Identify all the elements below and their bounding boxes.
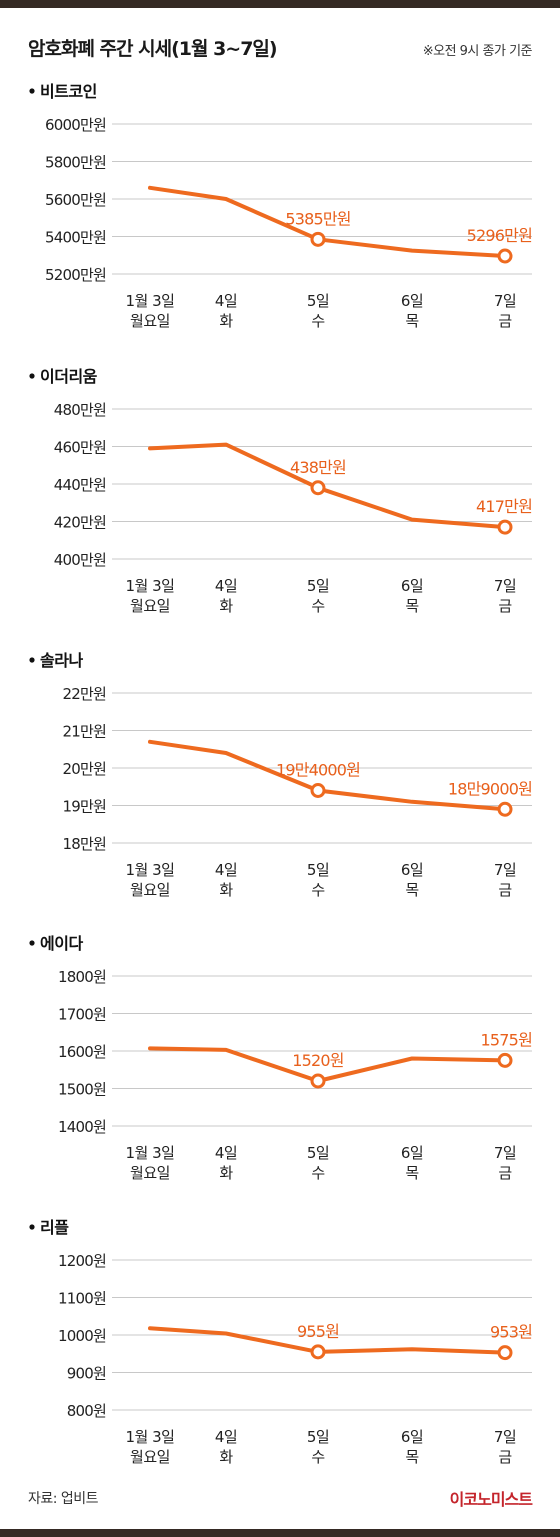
title-bullet-icon bbox=[29, 1224, 35, 1230]
y-tick-label: 22만원 bbox=[63, 685, 107, 703]
y-tick-label: 20만원 bbox=[63, 760, 107, 778]
y-tick-label: 1600원 bbox=[58, 1043, 106, 1061]
x-tick-label: 1월 3일 월요일 bbox=[126, 861, 175, 899]
y-tick-label: 480만원 bbox=[54, 401, 106, 419]
x-tick-label: 7일 금 bbox=[494, 577, 516, 615]
data-value-label: 953원 bbox=[490, 1323, 532, 1342]
data-value-label: 5296만원 bbox=[467, 226, 532, 245]
data-point-marker bbox=[310, 480, 326, 496]
title-bullet-icon bbox=[29, 373, 35, 379]
data-point-marker bbox=[497, 1345, 513, 1361]
data-value-label: 438만원 bbox=[290, 458, 346, 477]
page-title: 암호화폐 주간 시세(1월 3~7일) bbox=[28, 38, 278, 60]
top-bar bbox=[0, 0, 560, 8]
x-tick-label: 5일 수 bbox=[307, 861, 329, 899]
data-point-marker bbox=[310, 783, 326, 798]
x-tick-label: 1월 3일 월요일 bbox=[126, 1428, 175, 1466]
x-tick-label: 7일 금 bbox=[494, 1144, 516, 1182]
data-value-label: 417만원 bbox=[476, 497, 532, 516]
x-tick-label: 6일 목 bbox=[401, 1144, 423, 1182]
x-tick-label: 5일 수 bbox=[307, 1428, 329, 1466]
y-tick-label: 1800원 bbox=[58, 968, 106, 986]
x-tick-label: 5일 수 bbox=[307, 292, 329, 330]
series-title: 리플 bbox=[40, 1218, 69, 1237]
y-tick-label: 21만원 bbox=[63, 723, 107, 741]
y-tick-label: 1700원 bbox=[58, 1006, 106, 1024]
data-value-label: 1575원 bbox=[481, 1030, 532, 1049]
data-point-marker bbox=[310, 231, 326, 247]
y-tick-label: 420만원 bbox=[54, 514, 106, 532]
x-tick-label: 1월 3일 월요일 bbox=[126, 1144, 175, 1182]
series-title: 솔라나 bbox=[40, 651, 83, 670]
data-value-label: 1520원 bbox=[292, 1051, 343, 1070]
series-title: 이더리움 bbox=[40, 367, 98, 386]
x-tick-label: 6일 목 bbox=[401, 577, 423, 615]
x-tick-label: 7일 금 bbox=[494, 292, 516, 330]
x-tick-label: 1월 3일 월요일 bbox=[126, 577, 175, 615]
y-tick-label: 400만원 bbox=[54, 551, 106, 569]
y-tick-label: 6000만원 bbox=[45, 116, 106, 134]
data-value-label: 5385만원 bbox=[285, 209, 350, 228]
y-tick-label: 1000원 bbox=[58, 1327, 106, 1345]
x-tick-label: 7일 금 bbox=[494, 861, 516, 899]
series-title: 비트코인 bbox=[40, 82, 97, 101]
y-tick-label: 5600만원 bbox=[45, 191, 106, 209]
bottom-bar bbox=[0, 1529, 560, 1537]
data-point-marker bbox=[497, 801, 513, 817]
basis-note: ※오전 9시 종가 기준 bbox=[422, 44, 533, 59]
y-tick-label: 900원 bbox=[67, 1365, 106, 1383]
x-tick-label: 6일 목 bbox=[401, 861, 423, 899]
x-tick-label: 1월 3일 월요일 bbox=[126, 292, 175, 330]
data-point-marker bbox=[497, 1052, 513, 1068]
y-tick-label: 18만원 bbox=[63, 835, 107, 853]
y-tick-label: 5800만원 bbox=[45, 154, 106, 172]
y-tick-label: 19만원 bbox=[63, 798, 107, 816]
y-tick-label: 5400만원 bbox=[45, 229, 106, 247]
data-point-marker bbox=[497, 519, 513, 535]
source-note: 자료: 업비트 bbox=[28, 1491, 99, 1507]
title-bullet-icon bbox=[29, 657, 35, 663]
y-tick-label: 440만원 bbox=[54, 476, 106, 494]
data-value-label: 955원 bbox=[297, 1322, 339, 1341]
y-tick-label: 1500원 bbox=[58, 1081, 106, 1099]
x-tick-label: 4일 화 bbox=[215, 1428, 237, 1466]
brand-logo: 이코노미스트 bbox=[449, 1490, 533, 1509]
data-point-marker bbox=[497, 248, 513, 264]
y-tick-label: 1400원 bbox=[58, 1118, 106, 1136]
data-point-marker bbox=[310, 1344, 326, 1360]
data-point-marker bbox=[310, 1073, 326, 1089]
x-tick-label: 5일 수 bbox=[307, 1144, 329, 1182]
title-bullet-icon bbox=[29, 88, 35, 94]
x-tick-label: 7일 금 bbox=[494, 1428, 516, 1466]
data-value-label: 18만9000원 bbox=[448, 779, 532, 798]
x-tick-label: 4일 화 bbox=[215, 292, 237, 330]
y-tick-label: 460만원 bbox=[54, 439, 106, 457]
x-tick-label: 6일 목 bbox=[401, 292, 423, 330]
y-tick-label: 1200원 bbox=[58, 1252, 106, 1270]
x-tick-label: 4일 화 bbox=[215, 577, 237, 615]
y-tick-label: 800원 bbox=[67, 1402, 106, 1420]
y-tick-label: 5200만원 bbox=[45, 266, 106, 284]
title-bullet-icon bbox=[29, 940, 35, 946]
y-tick-label: 1100원 bbox=[58, 1290, 106, 1308]
data-value-label: 19만4000원 bbox=[276, 761, 360, 780]
x-tick-label: 5일 수 bbox=[307, 577, 329, 615]
x-tick-label: 4일 화 bbox=[215, 861, 237, 899]
x-tick-label: 4일 화 bbox=[215, 1144, 237, 1182]
series-title: 에이다 bbox=[40, 934, 83, 953]
x-tick-label: 6일 목 bbox=[401, 1428, 423, 1466]
